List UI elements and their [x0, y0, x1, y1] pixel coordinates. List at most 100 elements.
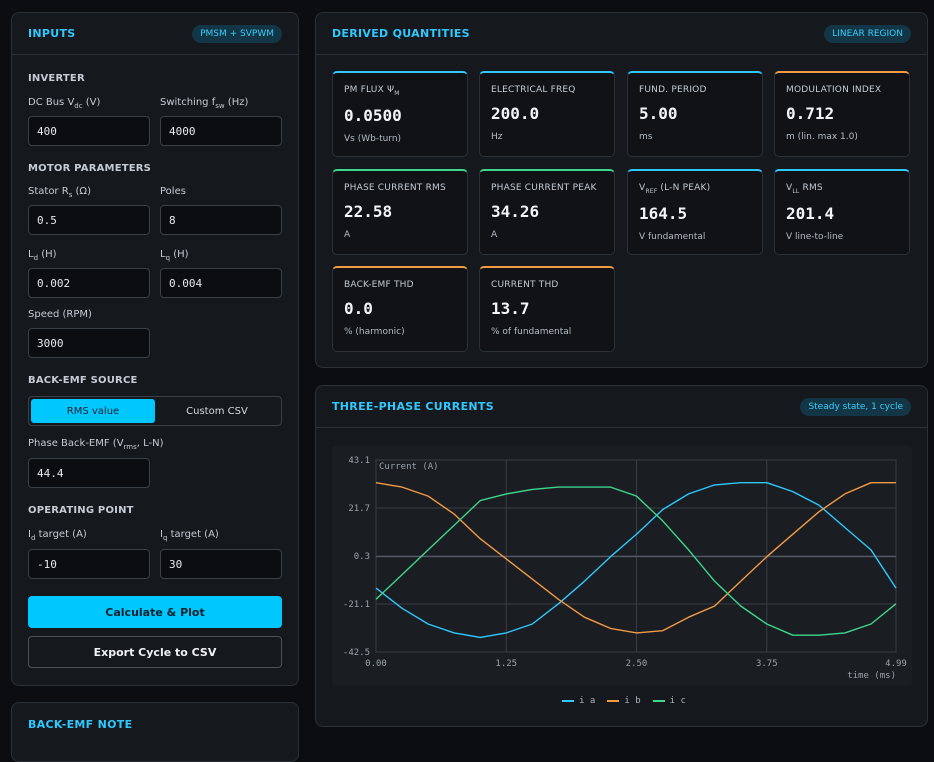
- metric-card: VLL RMS 201.4 V line-to-line: [774, 169, 910, 255]
- bemf-note-panel: BACK-EMF NOTE: [11, 702, 299, 762]
- metric-card: PHASE CURRENT RMS 22.58 A: [332, 169, 468, 255]
- derived-badge: LINEAR REGION: [824, 24, 911, 43]
- metric-label: CURRENT THD: [491, 280, 559, 290]
- metric-label: PHASE CURRENT RMS: [344, 183, 446, 193]
- metric-label: BACK-EMF THD: [344, 280, 414, 290]
- metric-card: ELECTRICAL FREQ 200.0 Hz: [479, 71, 615, 157]
- x-tick-label: 3.75: [756, 659, 778, 669]
- dc-bus-label: DC Bus Vdc (V): [28, 97, 101, 110]
- metric-unit: Vs (Wb-turn): [344, 133, 402, 144]
- legend-swatch: [562, 700, 575, 702]
- calculate-plot-button[interactable]: Calculate & Plot: [28, 596, 282, 628]
- legend-swatch: [652, 700, 665, 702]
- inputs-badge: PMSM + SVPWM: [192, 24, 282, 43]
- metric-card: VREF (L-N PEAK) 164.5 V fundamental: [627, 169, 763, 255]
- metric-value: 22.58: [344, 202, 393, 221]
- motor-heading: MOTOR PARAMETERS: [28, 163, 152, 174]
- bemf-input[interactable]: 44.4: [28, 458, 150, 488]
- bemf-heading: BACK-EMF SOURCE: [28, 375, 138, 386]
- metric-value: 0.712: [786, 104, 835, 123]
- x-tick-label: 4.99: [885, 659, 907, 669]
- currents-chart: 43.1 21.7 0.3 -21.1 -42.5 0.00 1.25 2.50 3.75 4.9…: [332, 446, 912, 686]
- currents-panel: THREE-PHASE CURRENTS Steady state, 1 cyc…: [315, 385, 928, 727]
- metric-card: MODULATION INDEX 0.712 m (lin. max 1.0): [774, 71, 910, 157]
- x-tick-label: 1.25: [495, 659, 517, 669]
- currents-title: THREE-PHASE CURRENTS: [332, 400, 494, 413]
- metric-value: 13.7: [491, 299, 530, 318]
- rs-input[interactable]: 0.5: [28, 205, 150, 235]
- y-tick-label: -21.1: [343, 600, 370, 610]
- export-csv-button[interactable]: Export Cycle to CSV: [28, 636, 282, 668]
- rs-label: Stator Rs (Ω): [28, 186, 91, 199]
- metric-card: CURRENT THD 13.7 % of fundamental: [479, 266, 615, 352]
- metric-card: PM FLUX ΨM 0.0500 Vs (Wb-turn): [332, 71, 468, 157]
- currents-badge: Steady state, 1 cycle: [800, 397, 911, 416]
- legend-item: i b: [607, 696, 641, 706]
- metric-value: 5.00: [639, 104, 678, 123]
- inputs-title: INPUTS: [28, 27, 76, 40]
- poles-input[interactable]: 8: [160, 205, 282, 235]
- x-tick-label: 0.00: [365, 659, 387, 669]
- legend-item: i c: [652, 696, 686, 706]
- id-target-label: Id target (A): [28, 529, 87, 542]
- legend-label: i b: [624, 696, 641, 706]
- metric-unit: A: [344, 230, 351, 240]
- metric-value: 200.0: [491, 104, 540, 123]
- metric-unit: ms: [639, 132, 653, 142]
- y-tick-label: 21.7: [348, 504, 370, 514]
- legend-swatch: [607, 700, 620, 702]
- legend-label: i c: [669, 696, 686, 706]
- legend-label: i a: [579, 696, 596, 706]
- lq-input[interactable]: 0.004: [160, 268, 282, 298]
- speed-label: Speed (RPM): [28, 309, 92, 320]
- metric-card: PHASE CURRENT PEAK 34.26 A: [479, 169, 615, 255]
- fsw-label: Switching fsw (Hz): [160, 97, 249, 110]
- metric-unit: A: [491, 230, 498, 240]
- metric-unit: V fundamental: [639, 231, 706, 242]
- metric-card: FUND. PERIOD 5.00 ms: [627, 71, 763, 157]
- currents-panel-header: THREE-PHASE CURRENTS Steady state, 1 cyc…: [316, 386, 927, 428]
- metric-label: VLL RMS: [786, 183, 823, 195]
- series-line-1: [375, 482, 897, 639]
- poles-label: Poles: [160, 186, 186, 197]
- series-line-2: [375, 482, 896, 634]
- ld-input[interactable]: 0.002: [28, 268, 150, 298]
- speed-input[interactable]: 3000: [28, 328, 150, 358]
- ld-label: Ld (H): [28, 249, 57, 262]
- metric-label: ELECTRICAL FREQ: [491, 85, 576, 95]
- bemf-note-header: BACK-EMF NOTE: [12, 703, 298, 745]
- metric-value: 34.26: [491, 202, 540, 221]
- derived-panel: DERIVED QUANTITIES LINEAR REGION PM FLUX…: [315, 12, 928, 368]
- legend-item: i a: [562, 696, 595, 706]
- metric-value: 201.4: [786, 203, 835, 223]
- metric-unit: Hz: [491, 132, 503, 142]
- dc-bus-input[interactable]: 400: [28, 116, 150, 146]
- derived-title: DERIVED QUANTITIES: [332, 27, 470, 40]
- y-tick-label: 0.3: [354, 552, 370, 562]
- rms-value-option[interactable]: RMS value: [31, 399, 155, 423]
- metric-value: 164.5: [639, 203, 688, 223]
- metric-unit: m (lin. max 1.0): [786, 132, 858, 142]
- bemf-note-title: BACK-EMF NOTE: [28, 717, 133, 731]
- metric-unit: V line-to-line: [786, 231, 844, 242]
- fsw-input[interactable]: 4000: [160, 116, 282, 146]
- y-tick-label: -42.5: [343, 648, 370, 658]
- inputs-panel-header: INPUTS PMSM + SVPWM: [12, 13, 298, 55]
- chart-title: Current (A): [379, 462, 439, 472]
- derived-panel-header: DERIVED QUANTITIES LINEAR REGION: [316, 13, 927, 55]
- x-tick-label: 2.50: [626, 659, 648, 669]
- metric-label: VREF (L-N PEAK): [639, 183, 711, 195]
- inputs-panel: INPUTS PMSM + SVPWM INVERTER DC Bus Vdc …: [11, 12, 299, 686]
- metric-unit: % (harmonic): [344, 327, 405, 337]
- operating-point-heading: OPERATING POINT: [28, 505, 134, 516]
- metric-value: 0.0500: [344, 105, 402, 125]
- metric-card: BACK-EMF THD 0.0 % (harmonic): [332, 266, 468, 352]
- y-tick-label: 43.1: [348, 456, 370, 466]
- x-axis-label: time (ms): [847, 671, 896, 681]
- bemf-source-toggle: RMS value Custom CSV: [28, 396, 282, 426]
- iq-target-input[interactable]: 30: [160, 549, 282, 579]
- currents-chart-svg: 43.1 21.7 0.3 -21.1 -42.50.00 1.25 2.50 3.75 4.9…: [343, 456, 907, 681]
- id-target-input[interactable]: -10: [28, 549, 150, 579]
- custom-csv-option[interactable]: Custom CSV: [186, 405, 248, 417]
